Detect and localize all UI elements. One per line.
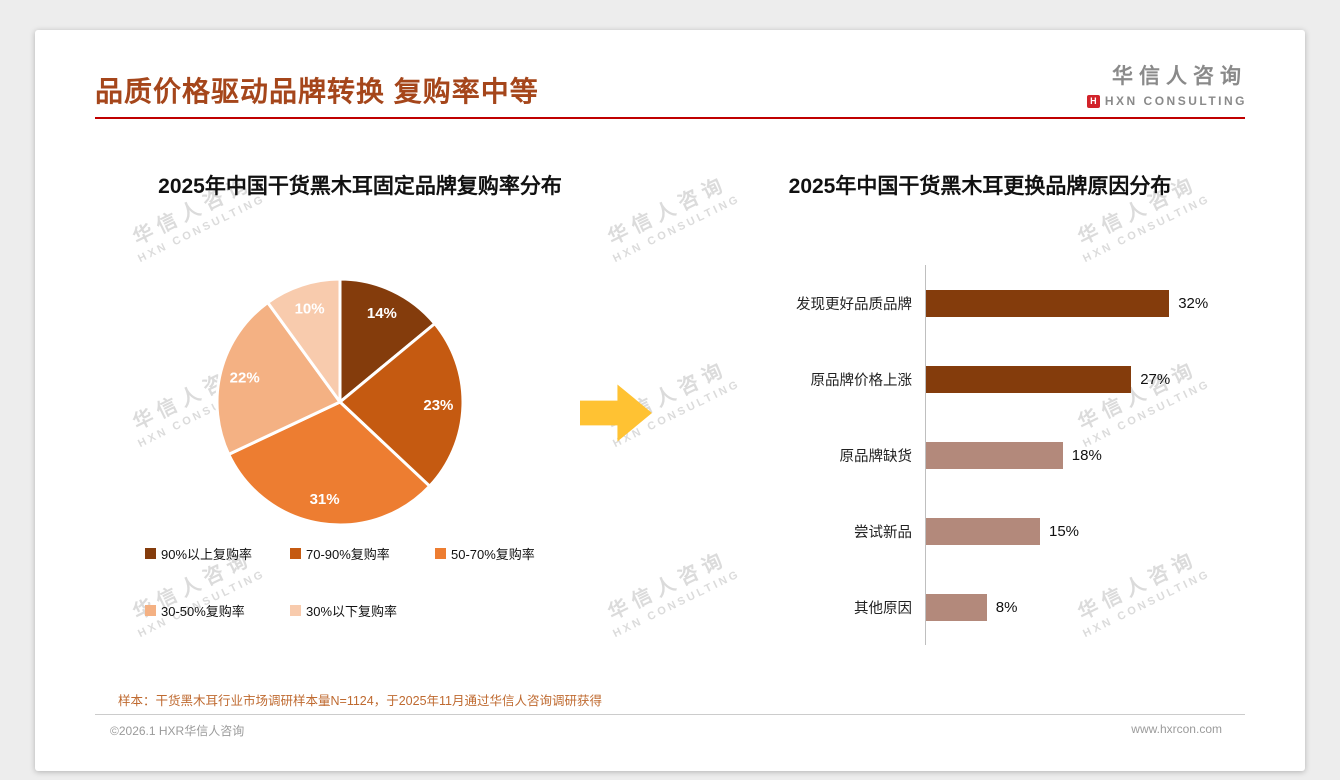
bar-fill — [926, 365, 1132, 393]
legend-swatch — [290, 605, 301, 616]
bar-fill — [926, 289, 1170, 317]
bar-category-label: 原品牌缺货 — [839, 448, 913, 465]
bar-track: 18% — [925, 417, 1275, 493]
pie-chart: 14% 23% 31% 22% 10% — [215, 277, 465, 527]
pie-data-label-1: 23% — [423, 397, 453, 414]
company-logo: 华信人咨询 H HXN CONSULTING — [1086, 60, 1247, 108]
bar-fill — [926, 593, 987, 621]
pie-data-label-4: 10% — [295, 300, 325, 317]
legend-label: 30%以下复购率 — [306, 604, 398, 619]
bar-category-label: 尝试新品 — [854, 524, 912, 541]
bar-value-label: 15% — [1049, 522, 1080, 540]
pie-data-label-0: 14% — [367, 305, 397, 322]
bar-row-3: 尝试新品 15% — [695, 493, 1275, 569]
pie-chart-title: 2025年中国干货黑木耳固定品牌复购率分布 — [158, 175, 562, 198]
pie-slice-3 — [215, 300, 342, 456]
bar-fill — [926, 441, 1063, 469]
pie-data-label-2: 31% — [310, 491, 340, 508]
bar-track: 27% — [925, 341, 1275, 417]
legend-swatch — [145, 548, 156, 559]
footer-divider — [95, 714, 1245, 715]
bar-category-label: 其他原因 — [854, 600, 912, 617]
pie-data-label-3: 22% — [230, 370, 260, 387]
page-title: 品质价格驱动品牌转换 复购率中等 — [95, 76, 539, 107]
legend-item-2: 50-70%复购率 — [435, 544, 590, 563]
bar-chart-title: 2025年中国干货黑木耳更换品牌原因分布 — [788, 175, 1172, 198]
bar-row-1: 原品牌价格上涨 27% — [695, 341, 1275, 417]
logo-subtitle: HXN CONSULTING — [1104, 94, 1247, 108]
pie-legend: 90%以上复购率 70-90%复购率 50-70%复购率 30-50%复购率 30%以下… — [145, 544, 590, 620]
bar-row-0: 发现更好品质品牌 32% — [695, 265, 1275, 341]
bar-track: 8% — [925, 569, 1275, 645]
logo-mark-icon: H — [1086, 94, 1100, 108]
bar-chart: 发现更好品质品牌 32% 原品牌价格上涨 27% 原品牌缺货 18% 尝试新品 15% 其他原因… — [695, 265, 1275, 645]
footer-copyright: ©2026.1 HXR华信人咨询 — [110, 724, 245, 738]
bar-track: 15% — [925, 493, 1275, 569]
legend-item-1: 70-90%复购率 — [290, 544, 435, 563]
legend-swatch — [145, 605, 156, 616]
pie-slice-0 — [338, 277, 437, 404]
bar-fill — [926, 517, 1040, 545]
sample-note: 样本：干货黑木耳行业市场调研样本量N=1124，于2025年11月通过华信人咨询… — [118, 694, 602, 708]
pie-slice-1 — [338, 322, 465, 488]
legend-swatch — [290, 548, 301, 559]
pie-slice-2 — [227, 400, 432, 527]
bar-row-2: 原品牌缺货 18% — [695, 417, 1275, 493]
bar-value-label: 18% — [1071, 446, 1102, 464]
legend-label: 70-90%复购率 — [306, 547, 390, 562]
bar-category-label: 原品牌价格上涨 — [810, 372, 913, 389]
footer: ©2026.1 HXR华信人咨询 www.hxrcon.com — [35, 722, 1305, 739]
legend-item-4: 30%以下复购率 — [290, 601, 435, 620]
bar-value-label: 27% — [1140, 370, 1171, 388]
footer-website: www.hxrcon.com — [1131, 722, 1222, 736]
title-underline — [95, 117, 1245, 119]
legend-swatch — [435, 548, 446, 559]
legend-label: 50-70%复购率 — [451, 547, 535, 562]
bar-value-label: 32% — [1178, 294, 1209, 312]
bar-value-label: 8% — [995, 598, 1018, 616]
slide-card: 华信人咨询 HXN CONSULTING 华信人咨询 HXN CONSULTING 华信… — [35, 30, 1305, 771]
pie-slice-4 — [266, 277, 342, 404]
logo-subtitle-row: H HXN CONSULTING — [1086, 94, 1247, 108]
logo-text: 华信人咨询 — [1112, 65, 1247, 88]
legend-item-0: 90%以上复购率 — [145, 544, 290, 563]
legend-item-3: 30-50%复购率 — [145, 601, 290, 620]
right-arrow-icon — [580, 384, 652, 442]
legend-label: 90%以上复购率 — [161, 547, 253, 562]
bar-row-4: 其他原因 8% — [695, 569, 1275, 645]
legend-label: 30-50%复购率 — [161, 604, 245, 619]
bar-category-label: 发现更好品质品牌 — [796, 296, 912, 313]
slide-content: 品质价格驱动品牌转换 复购率中等 华信人咨询 H HXN CONSULTING … — [35, 30, 1305, 771]
bar-track: 32% — [925, 265, 1275, 341]
